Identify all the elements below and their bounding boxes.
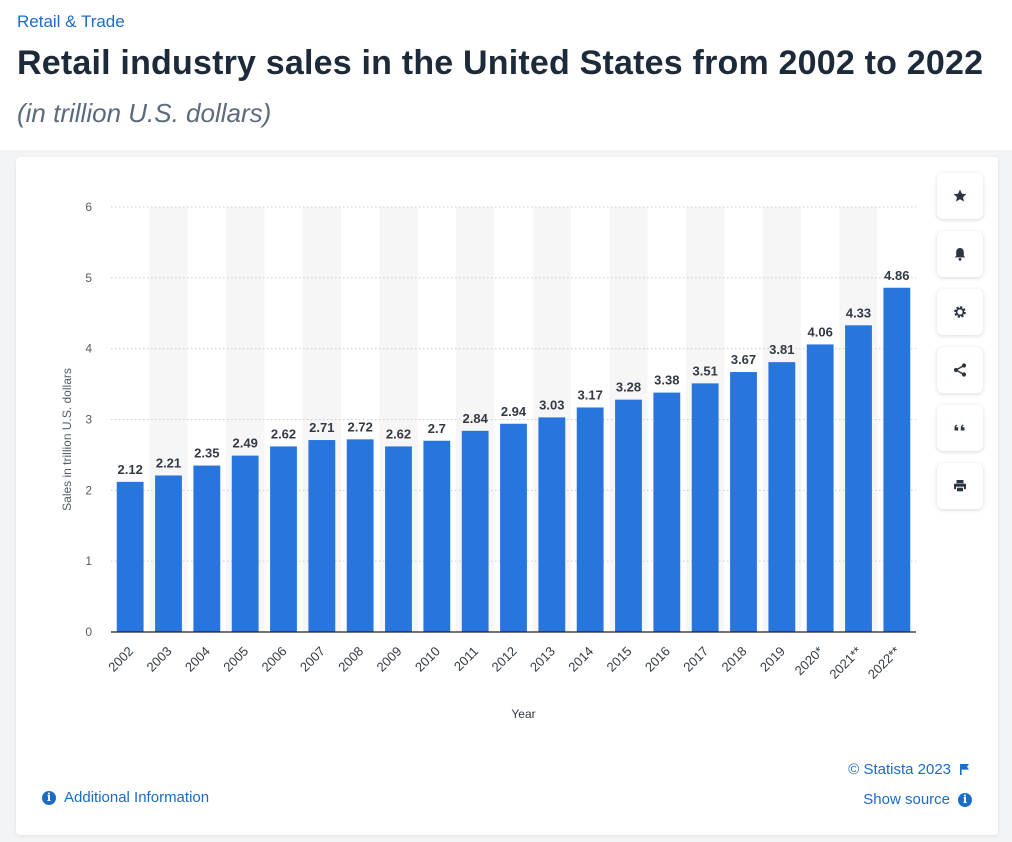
x-axis-title: Year: [511, 707, 535, 721]
x-tick-label: 2011: [451, 644, 481, 674]
x-tick-label: 2005: [220, 644, 251, 675]
y-tick-label: 4: [85, 342, 92, 356]
x-tick-label: 2002: [105, 644, 136, 675]
bar-value-label: 2.12: [118, 462, 143, 477]
page-title: Retail industry sales in the United Stat…: [17, 44, 984, 82]
additional-information-link[interactable]: i Additional Information: [42, 789, 209, 806]
bar: [615, 399, 642, 632]
bar-value-label: 2.49: [233, 436, 258, 451]
bar: [270, 446, 297, 632]
bar: [845, 325, 872, 632]
show-source-label: Show source: [863, 791, 950, 808]
print-button[interactable]: [937, 463, 983, 509]
bar-value-label: 2.71: [309, 420, 334, 435]
chart-card: 0 1 2 3 4 5 6 Sales in trillion U.S. dollars 2.1…: [16, 157, 998, 835]
bar-value-label: 2.7: [428, 421, 446, 436]
y-tick-label: 3: [85, 413, 92, 427]
page-header: Retail & Trade Retail industry sales in …: [0, 0, 1012, 150]
gear-icon: [954, 306, 966, 318]
bar-value-label: 3.28: [616, 380, 641, 395]
x-tick-label: 2013: [527, 644, 558, 675]
y-tick-label: 0: [85, 625, 92, 639]
bar-value-label: 2.21: [156, 455, 181, 470]
x-tick-label: 2022**: [865, 644, 903, 682]
bar: [193, 465, 221, 632]
show-source-link[interactable]: Show source i: [863, 791, 972, 808]
bar-value-label: 3.17: [578, 387, 603, 402]
info-icon: i: [42, 790, 56, 805]
y-tick-label: 5: [85, 271, 92, 285]
x-tick-label: 2017: [680, 644, 711, 675]
bar-value-label: 2.62: [271, 426, 296, 441]
bar-value-label: 3.38: [654, 373, 679, 388]
y-axis-title: Sales in trillion U.S. dollars: [60, 368, 74, 511]
bar: [423, 440, 451, 632]
bar: [768, 362, 796, 632]
settings-button[interactable]: [937, 289, 983, 335]
x-tick-label: 2020*: [792, 644, 827, 679]
bar-value-label: 3.51: [693, 363, 718, 378]
bar-value-label: 4.33: [846, 305, 871, 320]
x-tick-label: 2008: [335, 644, 366, 675]
info-icon: i: [958, 792, 972, 807]
bar: [691, 383, 719, 632]
x-tick-label: 2012: [489, 644, 520, 675]
bar: [461, 430, 489, 632]
bar-value-label: 3.03: [539, 397, 564, 412]
additional-information-label: Additional Information: [64, 789, 210, 806]
bar: [653, 392, 681, 632]
bar: [576, 407, 604, 632]
bar: [806, 344, 834, 632]
breadcrumb[interactable]: Retail & Trade: [17, 12, 125, 31]
bar-value-label: 2.62: [386, 426, 411, 441]
share-button[interactable]: [937, 347, 983, 393]
bar-value-label: 3.81: [769, 342, 794, 357]
bar-value-label: 4.06: [808, 324, 833, 339]
y-tick-label: 2: [85, 483, 92, 497]
copyright[interactable]: © Statista 2023: [848, 761, 970, 778]
bar: [500, 423, 527, 632]
x-tick-label: 2006: [259, 644, 290, 675]
bar: [308, 440, 336, 632]
x-tick-label: 2018: [719, 644, 750, 675]
bar-value-label: 3.67: [731, 352, 756, 367]
flag-icon: [960, 764, 969, 775]
y-tick-label: 6: [85, 200, 92, 214]
x-tick-label: 2009: [374, 644, 405, 675]
x-tick-label: 2019: [757, 644, 788, 675]
bar: [385, 446, 412, 632]
star-icon: [953, 189, 967, 202]
cite-button[interactable]: [937, 405, 983, 451]
quote-icon: [954, 424, 965, 431]
bar-value-label: 2.84: [463, 411, 489, 426]
x-tick-label: 2021**: [826, 644, 864, 682]
page-subtitle: (in trillion U.S. dollars): [17, 98, 272, 128]
x-tick-label: 2007: [297, 644, 328, 675]
bar: [346, 439, 374, 632]
bar-value-label: 2.72: [348, 419, 373, 434]
bar: [155, 475, 182, 632]
x-tick-label: 2015: [604, 644, 635, 675]
x-tick-label: 2004: [182, 644, 213, 675]
bar: [730, 372, 757, 632]
favorite-button[interactable]: [937, 173, 983, 219]
copyright-label: © Statista 2023: [848, 761, 951, 778]
bar: [116, 481, 144, 632]
bar: [883, 287, 911, 632]
bar-value-label: 2.94: [501, 404, 527, 419]
x-tick-label: 2016: [642, 644, 673, 675]
bar: [231, 455, 259, 632]
bar-value-label: 2.35: [194, 446, 219, 461]
share-icon: [953, 363, 967, 377]
notification-button[interactable]: [937, 231, 983, 277]
y-tick-label: 1: [85, 554, 92, 568]
x-tick-label: 2003: [144, 644, 175, 675]
bar-chart: 0 1 2 3 4 5 6 Sales in trillion U.S. dollars 2.1…: [60, 200, 916, 721]
bar-value-label: 4.86: [884, 268, 909, 283]
bar: [538, 417, 566, 632]
x-tick-label: 2014: [565, 644, 596, 675]
x-tick-label: 2010: [412, 644, 443, 675]
print-icon: [954, 480, 966, 493]
bell-icon: [954, 248, 966, 261]
